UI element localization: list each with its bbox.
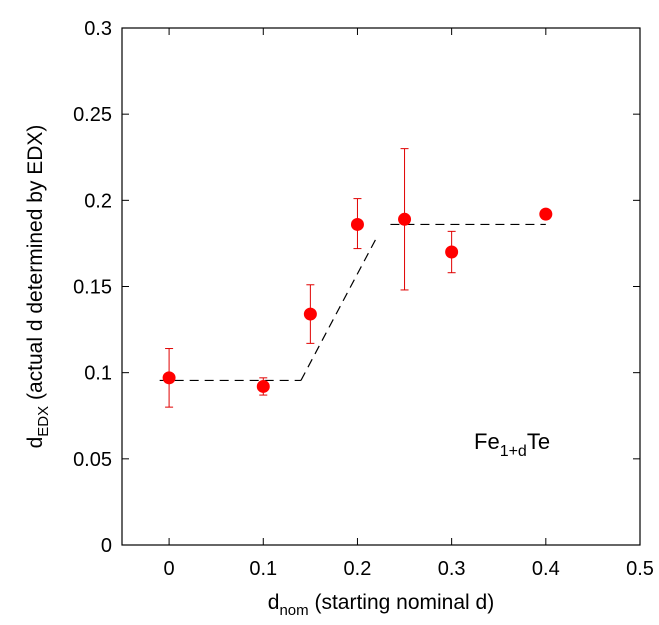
guide-lines [159, 223, 546, 382]
y-tick-label: 0.15 [73, 277, 112, 299]
y-tick-label: 0.1 [84, 363, 112, 385]
data-point [256, 379, 270, 393]
y-axis-label: dEDX (actual d determined by EDX) [24, 125, 52, 449]
x-axis-label: dnom (starting nominal d) [268, 591, 494, 619]
compound-annotation: Fe1+dTe [474, 429, 550, 460]
data-point [445, 245, 459, 259]
x-tick-label: 0.1 [249, 558, 277, 580]
tick-labels: 0 0.1 0.2 0.3 0.4 0.5 0 0.05 0.1 0.15 0.2 0.25 0.3 [73, 18, 654, 580]
y-tick-label: 0.2 [84, 190, 112, 212]
data-points [162, 148, 553, 408]
y-tick-label: 0.3 [84, 18, 112, 40]
data-point [539, 207, 553, 221]
x-tick-label: 0.5 [626, 558, 654, 580]
y-tick-label: 0 [101, 535, 112, 557]
y-tick-label: 0.25 [73, 104, 112, 126]
data-point [303, 307, 317, 321]
x-tick-label: 0.3 [438, 558, 466, 580]
data-point [350, 217, 364, 231]
y-tick-label: 0.05 [73, 449, 112, 471]
x-tick-label: 0.4 [532, 558, 560, 580]
x-tick-label: 0.2 [344, 558, 372, 580]
data-point [162, 371, 176, 385]
data-point [398, 212, 412, 226]
guide-line [300, 237, 377, 381]
plot-frame [121, 27, 641, 546]
ticks-layer [122, 27, 641, 546]
x-tick-label: 0 [164, 558, 175, 580]
